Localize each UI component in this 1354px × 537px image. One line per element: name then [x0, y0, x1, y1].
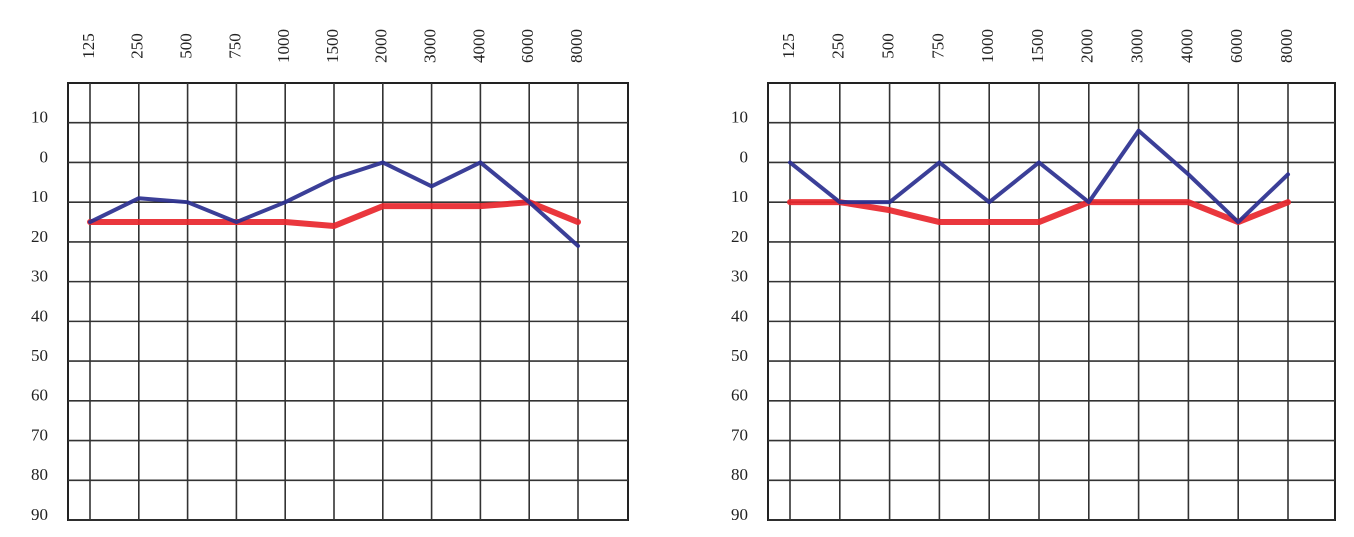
y-tick-label: 80 — [31, 465, 48, 484]
audiogram: 10 0 10 20 30 40 50 60 70 80 90 125 250 500 750 1000 150… — [31, 29, 629, 524]
frequency-label: 4000 — [1177, 29, 1196, 63]
y-tick-label: 30 — [31, 267, 48, 286]
y-tick-label: 0 — [40, 147, 49, 166]
y-tick-label: 60 — [731, 386, 748, 405]
frequency-label: 8000 — [567, 29, 586, 63]
y-tick-label: 70 — [731, 425, 748, 444]
y-tick-label: 10 — [731, 187, 748, 206]
frequency-label: 750 — [928, 33, 947, 59]
frequency-label: 6000 — [1227, 29, 1246, 63]
frequency-label: 125 — [779, 33, 798, 59]
frequency-label: 3000 — [1128, 29, 1147, 63]
frequency-label: 750 — [225, 33, 244, 59]
y-tick-label: 20 — [31, 227, 48, 246]
plot-frame — [767, 82, 1336, 521]
y-tick-label: 80 — [731, 465, 748, 484]
y-tick-label: 70 — [31, 425, 48, 444]
frequency-label: 1000 — [274, 29, 293, 63]
frequency-label: 500 — [879, 33, 898, 59]
frequency-label: 1500 — [323, 29, 342, 63]
frequency-label: 250 — [829, 33, 848, 59]
y-tick-label: 0 — [740, 147, 749, 166]
y-tick-label: 10 — [731, 108, 748, 127]
y-tick-label: 40 — [731, 306, 748, 325]
y-tick-label: 10 — [31, 187, 48, 206]
frequency-label: 2000 — [1078, 29, 1097, 63]
hearing-line — [787, 199, 1291, 226]
frequency-label: 250 — [128, 33, 147, 59]
frequency-label: 3000 — [421, 29, 440, 63]
y-tick-label: 90 — [31, 505, 48, 524]
plot-frame — [67, 82, 629, 521]
frequency-label: 6000 — [518, 29, 537, 63]
y-tick-label: 50 — [731, 346, 748, 365]
y-tick-label: 90 — [731, 505, 748, 524]
audiogram: 10 0 10 20 30 40 50 60 70 80 90 125 250 500 750 1000 150… — [731, 29, 1336, 524]
frequency-label: 1000 — [978, 29, 997, 63]
y-tick-label: 20 — [731, 227, 748, 246]
y-tick-label: 50 — [31, 346, 48, 365]
frequency-label: 8000 — [1277, 29, 1296, 63]
y-tick-label: 30 — [731, 267, 748, 286]
y-tick-label: 10 — [31, 108, 48, 127]
y-tick-label: 60 — [31, 386, 48, 405]
hearing-line — [87, 199, 581, 230]
frequency-label: 4000 — [469, 29, 488, 63]
frequency-label: 500 — [177, 33, 196, 59]
frequency-label: 1500 — [1028, 29, 1047, 63]
hearing-line — [88, 160, 580, 248]
hearing-line — [788, 128, 1290, 225]
frequency-label: 2000 — [372, 29, 391, 63]
y-tick-label: 40 — [31, 306, 48, 325]
frequency-label: 125 — [79, 33, 98, 59]
